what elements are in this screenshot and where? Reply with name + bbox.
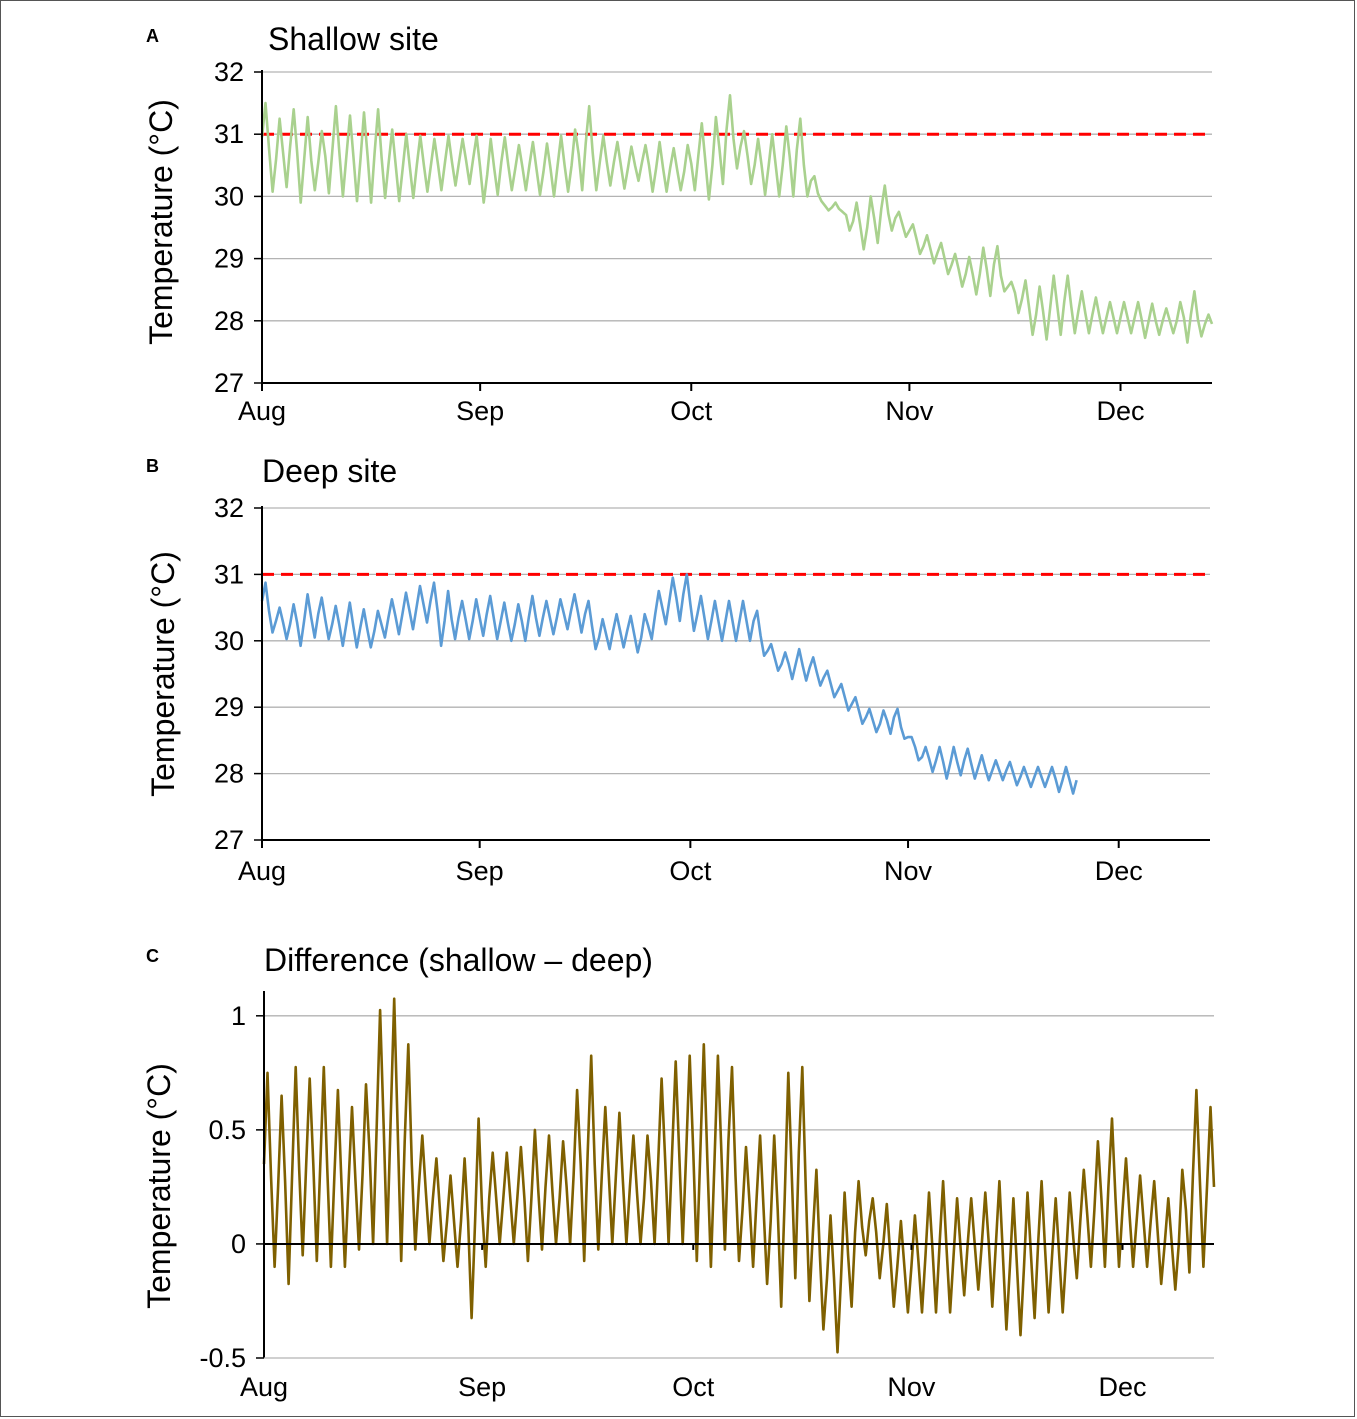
panel-a-series — [260, 94, 1214, 344]
panel-b-y-tick-label: 27 — [214, 825, 244, 855]
panel-c-y-tick-label: -0.5 — [199, 1343, 246, 1373]
panel-a-series-line — [260, 94, 1214, 344]
panel-b-x-tick-label: Aug — [238, 856, 286, 886]
panel-a-y-tick-label: 27 — [214, 368, 244, 398]
panel-c-y-axis-label: Temperature (°C) — [141, 1063, 177, 1309]
panel-b-y-tick-label: 28 — [214, 759, 244, 789]
panel-b-title: Deep site — [262, 453, 397, 489]
panel-b-x-tick-label: Sep — [456, 856, 504, 886]
panel-c-title: Difference (shallow – deep) — [264, 942, 653, 978]
panel-b-y-tick-label: 31 — [214, 559, 244, 589]
panel-b-y-tick-label: 32 — [214, 493, 244, 523]
panel-c: C Difference (shallow – deep) Temperatur… — [141, 942, 1216, 1402]
panel-b-y-tick-label: 29 — [214, 692, 244, 722]
panel-a: A Shallow site Temperature (°C) 27 28 29 30… — [143, 21, 1214, 426]
panel-a-x-ticks: Aug Sep Oct Nov Dec — [238, 383, 1145, 426]
panel-c-y-tick-label: 1 — [231, 1001, 246, 1031]
panel-b-axes — [261, 506, 1210, 841]
panel-c-series — [262, 997, 1216, 1354]
panel-b-series — [260, 573, 1078, 795]
panel-a-y-ticks: 27 28 29 30 31 32 — [214, 57, 262, 398]
panel-a-title: Shallow site — [268, 21, 439, 57]
panel-b-series-line — [260, 573, 1078, 795]
panel-a-y-tick-label: 28 — [214, 306, 244, 336]
panel-a-x-tick-label: Sep — [456, 396, 504, 426]
panel-b-x-tick-label: Nov — [884, 856, 933, 886]
panel-c-x-tick-label: Nov — [887, 1372, 936, 1402]
panel-b: B Deep site Temperature (°C) 27 28 29 30 31 3… — [145, 453, 1210, 886]
panel-c-axes — [263, 991, 1214, 1359]
panel-letter-a: A — [146, 26, 159, 46]
panel-a-x-tick-label: Aug — [238, 396, 286, 426]
panel-a-x-tick-label: Dec — [1097, 396, 1145, 426]
panel-b-x-tick-label: Dec — [1095, 856, 1143, 886]
panel-c-y-ticks: -0.5 0 0.5 1 — [199, 1001, 264, 1373]
panel-c-x-tick-label: Dec — [1099, 1372, 1147, 1402]
panel-a-y-tick-label: 31 — [214, 119, 244, 149]
panel-letter-b: B — [146, 456, 159, 476]
panel-c-x-ticks: Aug Sep Oct Nov Dec — [240, 1243, 1147, 1402]
panel-b-y-axis-label: Temperature (°C) — [145, 551, 181, 797]
panel-c-gridlines — [264, 1015, 1214, 1131]
panel-a-y-tick-label: 29 — [214, 244, 244, 274]
panel-a-axes — [261, 70, 1212, 384]
panel-c-y-tick-label: 0.5 — [208, 1115, 246, 1145]
panel-a-y-tick-label: 32 — [214, 57, 244, 87]
panel-c-series-line — [262, 997, 1216, 1354]
panel-b-y-ticks: 27 28 29 30 31 32 — [214, 493, 262, 855]
panel-b-x-tick-label: Oct — [669, 856, 712, 886]
panel-b-x-ticks: Aug Sep Oct Nov Dec — [238, 840, 1143, 886]
panel-c-x-tick-label: Oct — [672, 1372, 715, 1402]
panel-a-y-tick-label: 30 — [214, 181, 244, 211]
panel-c-x-tick-label: Sep — [458, 1372, 506, 1402]
panel-letter-c: C — [146, 946, 159, 966]
panel-c-x-tick-label: Aug — [240, 1372, 288, 1402]
panel-a-y-axis-label: Temperature (°C) — [143, 99, 179, 345]
panel-a-x-tick-label: Oct — [670, 396, 713, 426]
panel-a-x-tick-label: Nov — [885, 396, 934, 426]
panel-c-y-tick-label: 0 — [231, 1229, 246, 1259]
panel-b-y-tick-label: 30 — [214, 626, 244, 656]
